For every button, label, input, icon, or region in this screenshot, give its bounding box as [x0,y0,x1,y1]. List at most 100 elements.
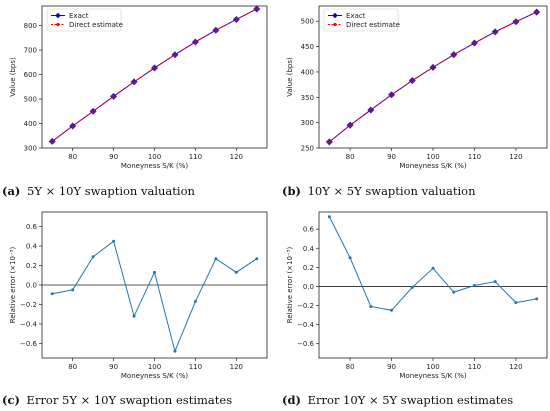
x-tick-label-c-1: 90 [109,363,118,371]
x-tick-label-c-0: 80 [68,363,77,371]
caption-d: (d) Error 10Y × 5Y swaption estimates [282,393,513,407]
x-tick-label-c-2: 100 [148,363,161,371]
x-axis-label-c: Moneyness S/K (%) [121,372,188,380]
point-d-0-0 [327,215,331,219]
point-d-0-5 [431,266,435,270]
point-c-0-9 [234,270,238,274]
y-tick-label-c-3: 0.0 [26,282,37,290]
y-tick-label-c-6: 0.6 [26,223,38,231]
legend-marker-b-1 [333,22,337,27]
overlap-marker-a-7 [192,38,199,46]
y-axis-label-a: Value (bps) [9,57,17,97]
legend-label-b-0: Exact [346,12,366,20]
overlap-marker-a-2 [89,107,97,115]
legend-box-a [46,8,122,32]
panel-b-chart: 80 90 100 110 120 250 300 350 400 450 500 Moneyness… [286,5,548,170]
overlap-marker-b-10 [533,8,541,16]
caption-c-id: (c) [2,393,20,407]
legend-label-b-1: Direct estimate [346,21,400,29]
y-tick-label-a-4: 700 [24,47,37,55]
x-tick-label-a-3: 110 [189,153,202,161]
point-c-0-5 [153,270,156,274]
x-tick-label-d-4: 120 [509,363,522,371]
point-c-0-1 [71,288,75,292]
y-tick-label-c-1: −0.4 [20,320,38,328]
caption-b: (b) 10Y × 5Y swaption valuation [282,184,476,198]
legend-label-a-0: Exact [69,12,89,20]
x-tick-label-d-2: 100 [426,363,439,371]
y-tick-label-c-0: −0.6 [20,340,38,348]
overlap-marker-a-6 [171,51,179,59]
point-c-0-8 [214,257,218,261]
caption-a-id: (a) [2,184,20,198]
y-tick-label-c-5: 0.4 [26,243,38,251]
overlap-marker-b-8 [491,28,499,36]
x-tick-label-d-1: 90 [387,363,396,371]
x-tick-label-b-3: 110 [468,153,481,161]
legend-label-a-1: Direct estimate [69,21,123,29]
caption-a: (a) 5Y × 10Y swaption valuation [2,184,196,198]
overlap-marker-a-4 [130,78,138,86]
x-tick-label-a-1: 90 [109,153,118,161]
overlap-marker-a-5 [151,64,158,72]
caption-b-text: 10Y × 5Y swaption valuation [308,184,477,198]
x-tick-label-a-2: 100 [148,153,161,161]
x-tick-label-b-4: 120 [509,153,522,161]
x-tick-label-c-4: 120 [230,363,243,371]
caption-c: (c) Error 5Y × 10Y swaption estimates [2,393,232,407]
y-tick-label-b-2: 350 [301,94,314,102]
caption-d-id: (d) [282,393,301,407]
point-d-0-6 [452,290,456,294]
x-tick-label-a-4: 120 [230,153,243,161]
overlap-marker-b-7 [471,39,478,47]
caption-d-text: Error 10Y × 5Y swaption estimates [308,393,514,407]
panel-c-chart: 80 90 100 110 120 −0.6 −0.4 −0.2 0.0 0.2 0.4 0.6 Mon… [9,211,268,380]
y-axis-label-d: Relative error (×10⁻³) [286,247,294,324]
point-d-0-9 [514,301,518,305]
y-tick-label-a-3: 600 [24,71,37,79]
point-d-0-2 [369,304,373,308]
point-d-0-4 [410,285,414,289]
point-d-0-8 [493,280,497,284]
overlap-marker-b-0 [325,138,333,146]
point-c-0-4 [132,314,136,318]
y-tick-label-a-2: 500 [24,96,37,104]
y-tick-label-b-5: 500 [301,18,314,26]
y-axis-label-c: Relative error (×10⁻³) [9,247,17,324]
overlap-marker-b-4 [408,77,416,84]
point-d-0-10 [535,297,539,301]
panel-d-chart: 80 90 100 110 120 −0.6 −0.4 −0.2 0.0 0.2 0.4 0.6 Mon… [286,211,548,380]
point-c-0-6 [173,349,177,353]
y-tick-label-b-3: 400 [301,68,314,76]
y-tick-label-b-1: 300 [301,119,314,127]
overlap-marker-b-2 [367,106,375,114]
x-tick-label-b-2: 100 [426,153,439,161]
point-c-0-3 [112,239,116,243]
y-tick-label-d-3: 0.0 [303,283,314,291]
overlap-marker-a-8 [212,26,220,34]
point-c-0-7 [193,300,197,304]
y-tick-label-d-2: −0.2 [297,302,314,310]
overlap-marker-b-3 [388,91,395,99]
point-d-0-1 [348,256,352,260]
y-tick-label-d-0: −0.6 [297,340,315,348]
overlap-marker-a-10 [253,5,261,13]
overlap-marker-b-1 [346,121,354,129]
overlap-marker-b-5 [429,63,437,71]
legend-box-b [323,8,399,32]
y-tick-label-a-0: 300 [24,145,37,153]
x-axis-label-b: Moneyness S/K (%) [399,162,466,170]
y-tick-label-b-0: 250 [301,145,314,153]
x-tick-label-c-3: 110 [189,363,202,371]
legend-marker-a-0 [55,12,61,19]
point-d-0-7 [472,283,476,287]
point-c-0-10 [255,257,259,261]
caption-b-id: (b) [282,184,301,198]
panel-a-chart: 80 90 100 110 120 300 400 500 600 700 800 Moneyness… [9,5,268,170]
overlap-marker-a-3 [110,92,117,100]
y-tick-label-d-4: 0.2 [303,264,314,272]
y-axis-label-b: Value (bps) [286,57,294,97]
x-tick-label-d-0: 80 [346,363,355,371]
y-tick-label-a-1: 400 [24,120,37,128]
